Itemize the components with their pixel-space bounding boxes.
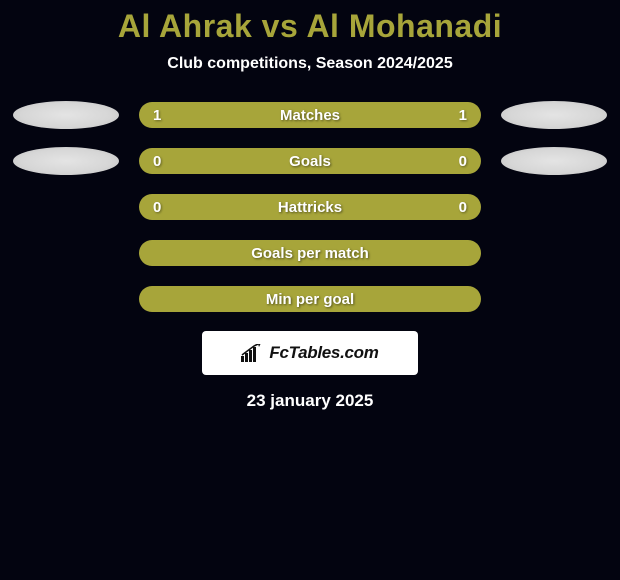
stat-bar: 1 Matches 1 <box>139 102 481 128</box>
right-ellipse <box>501 101 607 129</box>
stat-label: Min per goal <box>266 291 354 308</box>
left-value: 1 <box>153 107 161 124</box>
right-value: 0 <box>459 199 467 216</box>
left-ellipse <box>13 147 119 175</box>
brand-badge[interactable]: FcTables.com <box>202 331 418 375</box>
right-ellipse <box>501 147 607 175</box>
brand-badge-wrap: FcTables.com <box>0 331 620 375</box>
right-value: 1 <box>459 107 467 124</box>
page-title: Al Ahrak vs Al Mohanadi <box>0 8 620 45</box>
stat-label: Goals per match <box>251 245 369 262</box>
chart-icon <box>241 344 263 362</box>
stat-bar: Min per goal <box>139 286 481 312</box>
left-value: 0 <box>153 199 161 216</box>
subtitle: Club competitions, Season 2024/2025 <box>0 55 620 73</box>
stat-label: Hattricks <box>278 199 342 216</box>
stat-row: Min per goal <box>0 285 620 313</box>
stat-row: 1 Matches 1 <box>0 101 620 129</box>
left-ellipse <box>13 101 119 129</box>
stat-bar: Goals per match <box>139 240 481 266</box>
date-label: 23 january 2025 <box>0 391 620 411</box>
brand-name: FcTables.com <box>269 343 378 363</box>
stat-row: 0 Hattricks 0 <box>0 193 620 221</box>
stat-label: Matches <box>280 107 340 124</box>
right-value: 0 <box>459 153 467 170</box>
stats-widget: Al Ahrak vs Al Mohanadi Club competition… <box>0 0 620 411</box>
left-value: 0 <box>153 153 161 170</box>
stat-bar: 0 Goals 0 <box>139 148 481 174</box>
stat-rows: 1 Matches 1 0 Goals 0 0 Hattricks 0 Goals per mat… <box>0 101 620 313</box>
stat-row: 0 Goals 0 <box>0 147 620 175</box>
stat-row: Goals per match <box>0 239 620 267</box>
stat-bar: 0 Hattricks 0 <box>139 194 481 220</box>
stat-label: Goals <box>289 153 331 170</box>
